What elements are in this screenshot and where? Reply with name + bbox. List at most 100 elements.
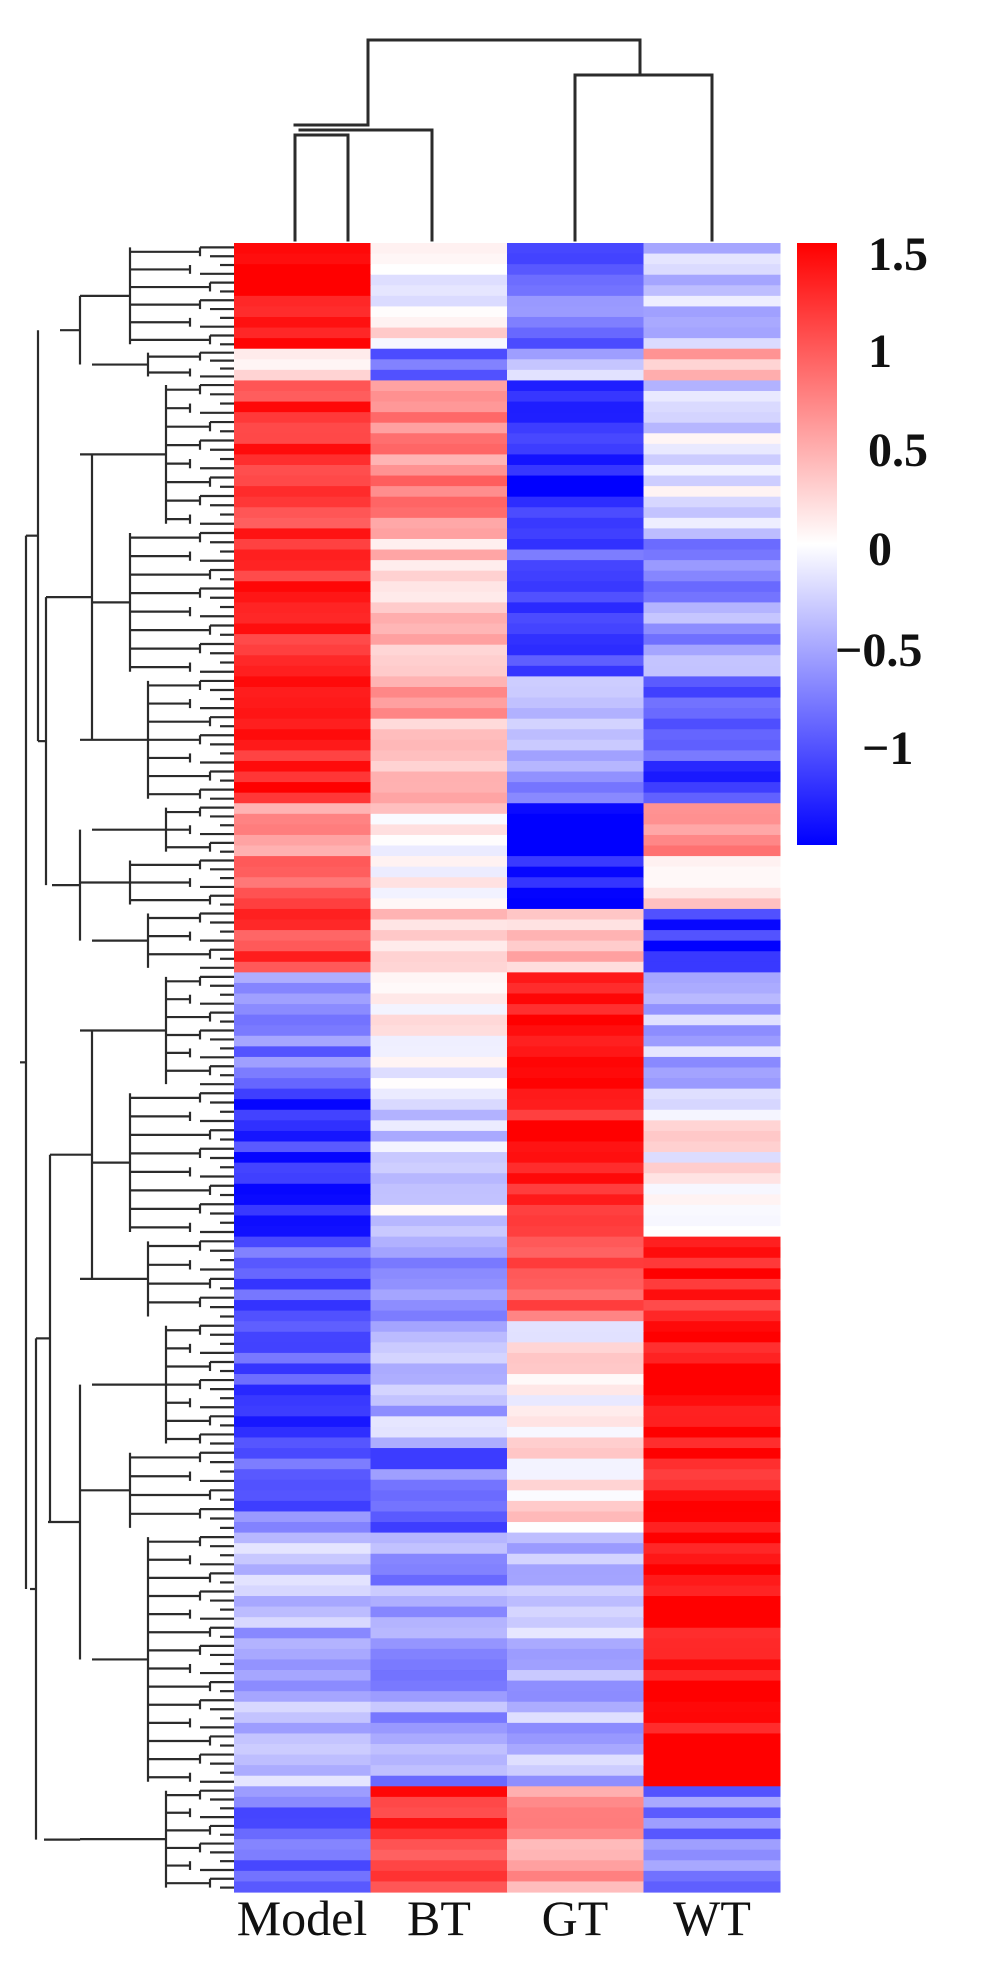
heatmap-cell — [370, 1363, 508, 1375]
heatmap-cell — [643, 1796, 781, 1809]
heatmap-cell — [643, 1818, 781, 1830]
heatmap-cell — [507, 1173, 644, 1185]
heatmap-cell — [643, 1733, 781, 1745]
heatmap-cell — [234, 528, 371, 540]
heatmap-cell — [507, 1701, 644, 1713]
heatmap-cell — [234, 930, 371, 942]
heatmap-cell — [370, 253, 508, 265]
heatmap-cell — [370, 676, 508, 688]
heatmap-cell — [507, 1860, 644, 1872]
heatmap-cell — [370, 1701, 508, 1713]
heatmap-cell — [370, 1014, 508, 1026]
heatmap-cell — [643, 1490, 781, 1502]
heatmap-cell — [643, 760, 781, 773]
heatmap-cell — [370, 1384, 508, 1396]
heatmap-cell — [370, 517, 508, 529]
heatmap-cell — [370, 1511, 508, 1523]
heatmap-cell — [234, 1130, 371, 1143]
heatmap-cell — [370, 1109, 508, 1121]
heatmap-cell — [370, 570, 508, 582]
heatmap-cell — [507, 1733, 644, 1745]
heatmap-cell — [234, 993, 371, 1005]
heatmap-cell — [234, 517, 371, 529]
color-bar-tick-label: 0.5 — [868, 424, 928, 477]
heatmap-cell — [234, 1342, 371, 1354]
heatmap-cell — [507, 1638, 644, 1650]
heatmap-cell — [643, 1416, 781, 1428]
heatmap-cell — [234, 454, 371, 466]
heatmap-cell — [234, 982, 371, 995]
heatmap-cell — [370, 264, 508, 276]
heatmap-cell — [370, 1733, 508, 1745]
heatmap-cell — [234, 898, 371, 910]
heatmap-cell — [234, 591, 371, 603]
heatmap-cell — [370, 1849, 508, 1861]
heatmap-cell — [370, 475, 508, 487]
heatmap-cell — [507, 1204, 644, 1217]
heatmap-cell — [234, 1405, 371, 1417]
heatmap-cell — [507, 866, 644, 878]
heatmap-cell — [643, 1099, 781, 1111]
heatmap-cell — [370, 1500, 508, 1513]
heatmap-cell — [370, 1088, 508, 1100]
heatmap-cell — [507, 834, 644, 847]
heatmap-cell — [643, 1564, 781, 1576]
heatmap-cell — [507, 887, 644, 899]
heatmap-cell — [507, 1648, 644, 1661]
heatmap-cell — [234, 1553, 371, 1565]
heatmap-cell — [507, 243, 644, 255]
heatmap-cell — [370, 1004, 508, 1016]
heatmap-cell — [507, 1754, 644, 1766]
heatmap-cell — [234, 380, 371, 392]
heatmap-cell — [234, 1088, 371, 1100]
heatmap-cell — [234, 760, 371, 773]
heatmap-cell — [643, 930, 781, 942]
heatmap-cell — [643, 464, 781, 477]
heatmap-cell — [370, 1236, 508, 1248]
heatmap-cell — [507, 517, 644, 529]
heatmap-cell — [643, 1574, 781, 1587]
column-labels: Model BT GT WT — [237, 1890, 751, 1946]
heatmap-cell — [507, 1416, 644, 1428]
heatmap-cell — [234, 919, 371, 931]
heatmap-cell — [507, 1014, 644, 1026]
heatmap-cell — [234, 729, 371, 741]
heatmap-cell — [234, 1659, 371, 1671]
heatmap-cell — [643, 1067, 781, 1079]
heatmap-cell — [370, 1680, 508, 1692]
heatmap-cell — [507, 253, 644, 265]
color-bar-tick-label: 0 — [868, 523, 892, 576]
color-bar-tick-label: −0.5 — [835, 624, 922, 677]
heatmap-cell — [507, 285, 644, 297]
heatmap-cell — [234, 845, 371, 857]
heatmap-cell — [234, 1828, 371, 1840]
heatmap-cell — [234, 834, 371, 847]
heatmap-cell — [643, 718, 781, 730]
heatmap-cell — [507, 412, 644, 424]
heatmap-cell — [643, 1162, 781, 1174]
heatmap-cell — [643, 676, 781, 688]
heatmap-cell — [643, 1247, 781, 1259]
heatmap-cell — [643, 1701, 781, 1713]
heatmap-cell — [643, 1775, 781, 1787]
heatmap-cell — [370, 1712, 508, 1724]
heatmap-cell — [507, 877, 644, 889]
heatmap-cell — [643, 538, 781, 551]
heatmap-cell — [643, 1226, 781, 1238]
heatmap-cell — [234, 1670, 371, 1682]
heatmap-cell — [370, 1437, 508, 1449]
heatmap-cell — [370, 1078, 508, 1090]
heatmap-cell — [370, 1152, 508, 1164]
heatmap-cell — [370, 1564, 508, 1576]
heatmap-cell — [234, 359, 371, 371]
heatmap-cell — [234, 1194, 371, 1206]
heatmap-cell — [370, 496, 508, 508]
heatmap-cell — [234, 1860, 371, 1872]
heatmap-cell — [234, 549, 371, 561]
heatmap-cell — [643, 1384, 781, 1396]
heatmap-cell — [507, 1099, 644, 1111]
heatmap-cell — [507, 1796, 644, 1809]
heatmap-cell — [234, 951, 371, 963]
heatmap-cell — [643, 1680, 781, 1692]
color-bar-tick-label: 1 — [868, 325, 892, 378]
